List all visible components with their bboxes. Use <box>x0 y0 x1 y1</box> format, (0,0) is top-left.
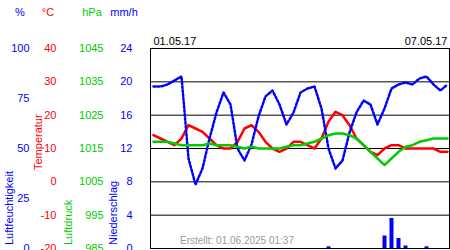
svg-text:0: 0 <box>50 175 56 187</box>
svg-text:20: 20 <box>44 109 56 121</box>
svg-text:40: 40 <box>44 42 56 54</box>
svg-text:-10: -10 <box>41 209 57 221</box>
svg-text:985: 985 <box>85 242 103 250</box>
svg-text:995: 995 <box>85 209 103 221</box>
svg-text:1015: 1015 <box>79 142 103 154</box>
svg-text:1035: 1035 <box>79 75 103 87</box>
svg-text:16: 16 <box>120 109 132 121</box>
svg-text:01.05.17: 01.05.17 <box>154 35 197 47</box>
svg-text:Temperatur: Temperatur <box>32 114 44 170</box>
svg-text:mm/h: mm/h <box>110 6 138 18</box>
svg-text:30: 30 <box>44 75 56 87</box>
svg-text:Luftfeuchtigkeit: Luftfeuchtigkeit <box>3 171 15 245</box>
svg-text:8: 8 <box>126 175 132 187</box>
svg-text:-20: -20 <box>41 242 57 250</box>
svg-text:1025: 1025 <box>79 109 103 121</box>
svg-text:0: 0 <box>23 242 29 250</box>
svg-text:1045: 1045 <box>79 42 103 54</box>
svg-text:24: 24 <box>120 42 132 54</box>
svg-text:0: 0 <box>126 242 132 250</box>
svg-text:10: 10 <box>44 142 56 154</box>
svg-text:75: 75 <box>17 92 29 104</box>
svg-text:Erstellt: 01.06.2025 01:37: Erstellt: 01.06.2025 01:37 <box>180 235 294 246</box>
svg-text:hPa: hPa <box>82 6 102 18</box>
svg-text:25: 25 <box>17 192 29 204</box>
svg-text:100: 100 <box>11 42 29 54</box>
svg-text:07.05.17: 07.05.17 <box>405 35 448 47</box>
svg-text:%: % <box>15 6 25 18</box>
svg-text:°C: °C <box>42 6 54 18</box>
svg-text:4: 4 <box>126 209 132 221</box>
svg-text:20: 20 <box>120 75 132 87</box>
svg-text:Luftdruck: Luftdruck <box>62 199 74 245</box>
svg-text:12: 12 <box>120 142 132 154</box>
svg-text:50: 50 <box>17 142 29 154</box>
svg-text:1005: 1005 <box>79 175 103 187</box>
svg-text:Niederschlag: Niederschlag <box>107 181 119 245</box>
